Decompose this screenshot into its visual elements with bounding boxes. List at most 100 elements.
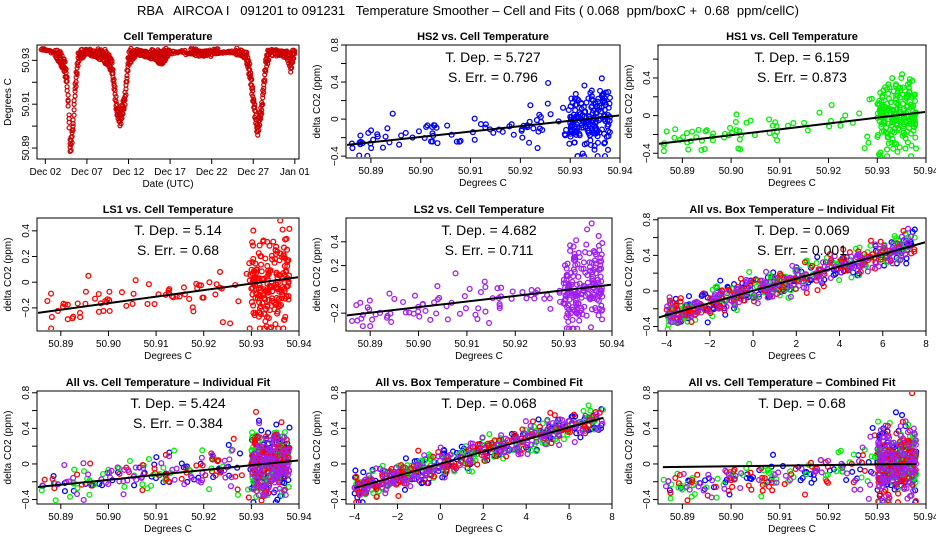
data-point <box>251 96 257 102</box>
data-point <box>792 465 799 473</box>
data-point <box>402 309 409 316</box>
data-point <box>767 293 774 300</box>
data-point <box>662 483 670 490</box>
data-point <box>369 316 376 323</box>
data-point <box>372 465 380 472</box>
data-point <box>123 92 129 98</box>
data-point <box>421 452 428 459</box>
data-point <box>787 468 794 475</box>
data-point <box>892 81 900 88</box>
data-point <box>252 456 259 463</box>
data-point <box>421 458 428 465</box>
data-point <box>533 448 540 455</box>
data-point <box>898 448 905 455</box>
data-point <box>732 472 739 479</box>
data-point <box>77 55 83 61</box>
x-tick-label: 50.91 <box>454 339 479 350</box>
data-point <box>427 316 434 323</box>
data-point <box>145 456 152 463</box>
y-tick-label: −0.2 <box>21 298 32 318</box>
data-point <box>606 94 613 101</box>
data-point <box>482 283 489 291</box>
data-point <box>912 498 919 503</box>
x-tick-label: Dec 12 <box>113 167 145 178</box>
data-point <box>733 285 740 292</box>
data-point <box>884 153 891 157</box>
data-point <box>904 225 912 232</box>
x-tick-label: 4 <box>523 512 529 523</box>
data-point <box>911 124 918 131</box>
x-tick-label: 50.90 <box>408 166 433 177</box>
x-tick-label: −4 <box>349 512 361 523</box>
data-point <box>859 444 866 451</box>
data-point <box>576 253 583 261</box>
data-point <box>660 147 667 155</box>
data-point <box>587 407 594 414</box>
data-point <box>708 494 715 501</box>
data-point <box>212 472 219 479</box>
data-point <box>909 77 916 84</box>
data-point <box>71 107 77 113</box>
data-point <box>688 493 695 500</box>
data-point <box>536 111 543 118</box>
data-point <box>266 57 272 63</box>
fit-annotation: T. Dep. = 5.727 <box>445 49 541 65</box>
data-point <box>171 476 178 483</box>
data-point <box>391 295 398 302</box>
data-point <box>774 137 781 144</box>
data-point <box>721 485 728 492</box>
data-point <box>864 268 871 275</box>
y-tick-label: −0.4 <box>21 489 32 509</box>
data-point <box>904 139 911 146</box>
data-point <box>259 107 265 113</box>
y-tick-label: 0.8 <box>330 38 341 52</box>
data-point <box>601 99 608 106</box>
data-point <box>591 142 598 149</box>
x-axis-label: Degrees C <box>768 524 816 535</box>
data-point <box>246 325 253 330</box>
panel-1: Cell Temperature Dec 02 Dec 07 Dec 12 Dec 17… <box>3 31 310 190</box>
data-point <box>493 453 500 460</box>
x-tick-label: 50.89 <box>358 339 383 350</box>
panel-3: HS1 vs. Cell Temperature 50.89 50.90 50.91 5… <box>624 31 936 189</box>
x-tick-label: 50.90 <box>719 512 744 523</box>
data-point <box>496 301 503 308</box>
data-point <box>271 259 278 266</box>
data-point <box>588 220 595 227</box>
data-point <box>773 479 780 486</box>
y-axis-label: delta CO2 (ppm) <box>624 238 635 312</box>
x-tick-label: 50.93 <box>865 512 890 523</box>
data-point <box>605 104 612 111</box>
data-point <box>666 487 673 494</box>
data-point <box>583 119 590 126</box>
data-point <box>424 122 431 129</box>
data-point <box>594 276 601 283</box>
data-point <box>763 268 770 275</box>
data-point <box>866 96 873 103</box>
data-point <box>684 497 691 503</box>
data-point <box>698 309 705 316</box>
data-point <box>731 466 738 473</box>
data-point <box>576 317 583 324</box>
data-point <box>882 246 889 253</box>
x-axis-label: Degrees C <box>768 178 816 189</box>
data-point <box>560 280 567 287</box>
y-tick-label: 0 <box>330 116 341 122</box>
data-point <box>190 308 197 315</box>
data-point <box>178 475 185 482</box>
data-point <box>792 286 799 293</box>
data-point <box>228 447 235 455</box>
data-point <box>566 140 573 147</box>
data-point <box>913 145 920 152</box>
data-point <box>598 265 605 272</box>
data-point <box>769 451 777 458</box>
data-point <box>588 93 595 100</box>
data-point <box>76 309 84 316</box>
data-point <box>605 133 612 140</box>
data-point <box>695 483 702 490</box>
data-point <box>262 77 268 83</box>
data-point <box>121 104 127 110</box>
data-point <box>565 106 572 114</box>
data-point <box>281 316 288 323</box>
points-layer <box>659 225 925 330</box>
